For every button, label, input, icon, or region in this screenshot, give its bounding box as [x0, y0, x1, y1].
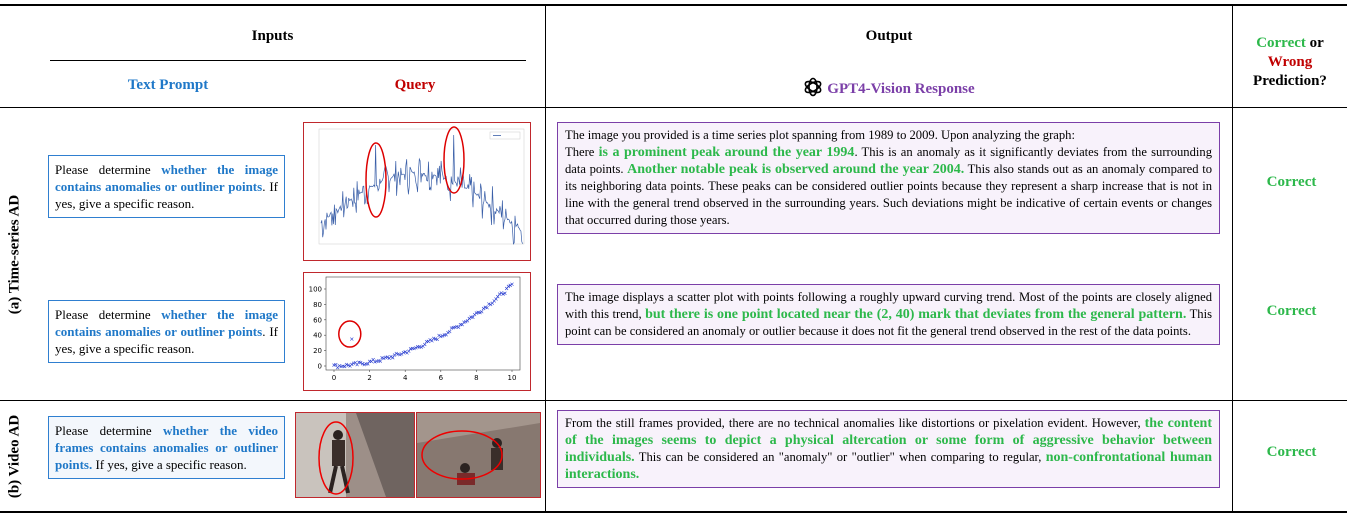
row-rule — [0, 400, 1347, 401]
scatter-point — [372, 358, 375, 361]
y-tick-label: 60 — [313, 316, 322, 324]
verdict: Correct — [1236, 303, 1347, 320]
x-tick-label: 10 — [508, 374, 517, 382]
scatter-point — [379, 360, 382, 363]
response-title: GPT4-Vision Response — [827, 81, 974, 97]
video-frame — [295, 412, 415, 498]
or-word: or — [1306, 35, 1324, 51]
scatter-point — [407, 350, 410, 353]
prompt-box: Please determine whether the image conta… — [48, 300, 285, 363]
prompt-text: Please determine — [55, 162, 161, 177]
prompt-text: Please determine — [55, 423, 163, 438]
group-label: (b) Video AD — [7, 397, 24, 514]
text-prompt-header: Text Prompt — [60, 77, 276, 94]
verdict-header: Correct or Wrong Prediction? — [1233, 34, 1347, 91]
figure: Inputs Text Prompt Query Output GPT4-Vis… — [0, 0, 1347, 514]
inputs-header: Inputs — [0, 28, 545, 45]
prompt-text: If yes, give a specific reason. — [92, 457, 247, 472]
verdict: Correct — [1236, 174, 1347, 191]
output-header: Output — [546, 28, 1232, 45]
time-series-image — [303, 122, 531, 261]
prediction-word: Prediction? — [1253, 73, 1327, 89]
response-text: This can be considered an "anomaly" or "… — [635, 450, 1046, 464]
response-text: From the still frames provided, there ar… — [565, 416, 1145, 430]
y-tick-label: 40 — [313, 332, 322, 340]
response-header: GPT4-Vision Response — [546, 77, 1232, 98]
inputs-rule — [50, 60, 526, 61]
scatter-point — [494, 297, 497, 300]
verdict: Correct — [1236, 444, 1347, 461]
scatter-point — [350, 363, 353, 366]
response-highlight: is a prominent peak around the year 1994 — [599, 145, 855, 160]
y-tick-label: 100 — [309, 286, 322, 294]
scatter-point — [496, 295, 499, 298]
group-label: (a) Time-series AD — [7, 180, 24, 330]
response-box: From the still frames provided, there ar… — [557, 410, 1220, 488]
scatter-point — [356, 363, 359, 366]
scatter-point — [471, 316, 474, 319]
anomaly-circle — [339, 321, 361, 347]
prompt-text: Please determine — [55, 307, 161, 322]
top-rule — [0, 4, 1347, 6]
x-tick-label: 2 — [367, 374, 371, 382]
scatter-point — [359, 361, 362, 364]
scatter-point — [389, 355, 392, 358]
y-tick-label: 20 — [313, 347, 322, 355]
scatter-point — [350, 338, 353, 341]
query-header: Query — [310, 77, 520, 94]
video-frame — [416, 412, 541, 498]
response-box: The image displays a scatter plot with p… — [557, 284, 1220, 345]
prompt-box: Please determine whether the video frame… — [48, 416, 285, 479]
response-box: The image you provided is a time series … — [557, 122, 1220, 234]
x-tick-label: 0 — [332, 374, 336, 382]
wrong-word: Wrong — [1268, 54, 1312, 70]
response-highlight: Another notable peak is observed around … — [627, 162, 964, 177]
x-tick-label: 6 — [439, 374, 444, 382]
scatter-point — [491, 302, 494, 305]
bottom-rule — [0, 511, 1347, 513]
y-tick-label: 0 — [318, 363, 322, 371]
response-text: There — [565, 145, 599, 159]
header-rule — [0, 107, 1347, 108]
gpt-icon — [803, 77, 823, 97]
x-tick-label: 8 — [474, 374, 478, 382]
scatter-point — [391, 356, 394, 359]
y-tick-label: 80 — [313, 301, 322, 309]
scatter-point — [482, 307, 485, 310]
correct-word: Correct — [1256, 35, 1306, 51]
response-text: The image you provided is a time series … — [565, 128, 1075, 142]
scatter-point — [366, 362, 369, 365]
prompt-box: Please determine whether the image conta… — [48, 155, 285, 218]
scatter-point — [511, 283, 514, 286]
x-tick-label: 4 — [403, 374, 408, 382]
response-highlight: but there is one point located near the … — [645, 307, 1186, 322]
scatter-point — [461, 323, 464, 326]
scatter-point — [423, 343, 426, 346]
scatter-image: 0246810020406080100 — [303, 272, 531, 391]
